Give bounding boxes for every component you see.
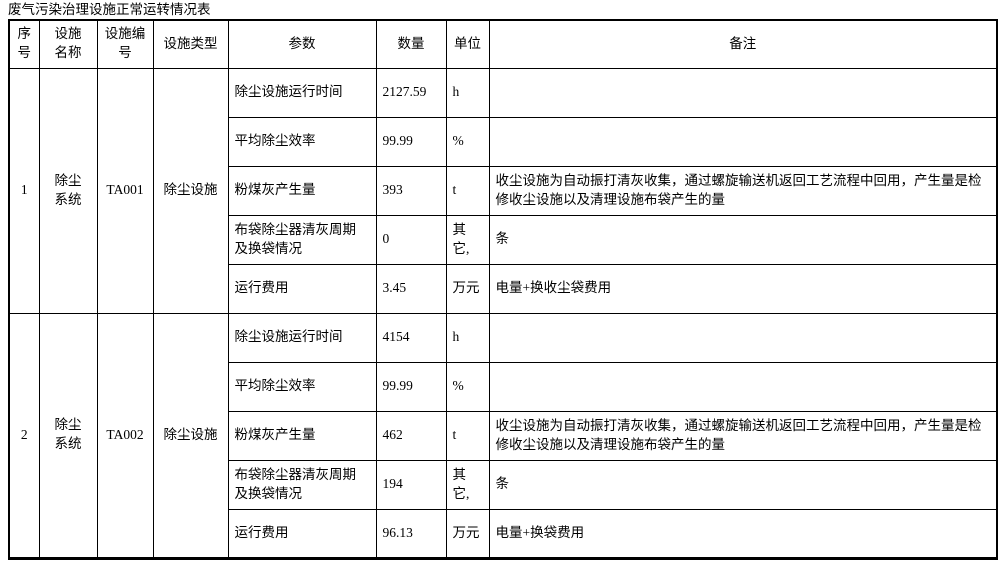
unit-cell: %: [445, 116, 490, 167]
param-cell: 布袋除尘器清灰周期 及换袋情况: [227, 214, 377, 265]
remarks-cell: [488, 67, 998, 118]
header-unit: 单位: [445, 19, 490, 69]
header-facility-type: 设施类型: [152, 19, 229, 69]
param-cell: 除尘设施运行时间: [227, 312, 377, 363]
remarks-cell: 收尘设施为自动振打清灰收集，通过螺旋输送机返回工艺流程中回用，产生量是检修收尘设…: [488, 165, 998, 216]
serial-no-cell: 1: [8, 67, 40, 314]
param-cell: 平均除尘效率: [227, 116, 377, 167]
quantity-cell: 99.99: [375, 361, 447, 412]
table-row: 布袋除尘器清灰周期 及换袋情况 0 其 它, 条: [9, 214, 998, 265]
param-cell: 运行费用: [227, 508, 377, 559]
param-cell: 粉煤灰产生量: [227, 165, 377, 216]
header-quantity: 数量: [375, 19, 447, 69]
quantity-cell: 4154: [375, 312, 447, 363]
param-cell: 平均除尘效率: [227, 361, 377, 412]
remarks-cell: 电量+换袋费用: [488, 508, 998, 559]
serial-no-cell: 2: [8, 312, 40, 559]
header-serial-no: 序 号: [8, 19, 40, 69]
header-row: 序 号 设施 名称 设施编 号 设施类型 参数 数量 单位 备注: [8, 19, 998, 69]
quantity-cell: 194: [375, 459, 447, 510]
remarks-cell: [488, 361, 998, 412]
quantity-cell: 3.45: [375, 263, 447, 314]
facility-type-cell: 除尘设施: [152, 67, 229, 314]
unit-cell: t: [445, 165, 490, 216]
header-remarks: 备注: [488, 19, 998, 69]
facility-code-cell: TA002: [96, 312, 154, 559]
table-row: 运行费用 96.13 万元 电量+换袋费用: [9, 508, 998, 559]
quantity-cell: 2127.59: [375, 67, 447, 118]
facility-name-cell: 除尘 系统: [38, 67, 98, 314]
unit-cell: 万元: [445, 508, 490, 559]
table-row: 1 除尘 系统 TA001 除尘设施 除尘设施运行时间 2127.59 h: [8, 67, 998, 314]
remarks-cell: [488, 116, 998, 167]
unit-cell: 其 它,: [445, 459, 490, 510]
facility-name-cell: 除尘 系统: [38, 312, 98, 559]
unit-cell: 其 它,: [445, 214, 490, 265]
remarks-cell: [488, 312, 998, 363]
table-row: 2 除尘 系统 TA002 除尘设施 除尘设施运行时间 4154 h: [8, 312, 998, 559]
operation-status-table: 序 号 设施 名称 设施编 号 设施类型 参数 数量 单位 备注 1 除尘 系统…: [8, 19, 998, 560]
unit-cell: t: [445, 410, 490, 461]
facility-type-cell: 除尘设施: [152, 312, 229, 559]
table-row: 运行费用 3.45 万元 电量+换收尘袋费用: [9, 263, 998, 314]
quantity-cell: 462: [375, 410, 447, 461]
param-cell: 粉煤灰产生量: [227, 410, 377, 461]
unit-cell: h: [445, 67, 490, 118]
quantity-cell: 96.13: [375, 508, 447, 559]
unit-cell: 万元: [445, 263, 490, 314]
table-row: 布袋除尘器清灰周期 及换袋情况 194 其 它, 条: [9, 459, 998, 510]
param-cell: 除尘设施运行时间: [227, 67, 377, 118]
remarks-cell: 电量+换收尘袋费用: [488, 263, 998, 314]
table-body: 1 除尘 系统 TA001 除尘设施 除尘设施运行时间 2127.59 h 平均…: [8, 67, 998, 559]
header-facility-code: 设施编 号: [96, 19, 154, 69]
quantity-cell: 99.99: [375, 116, 447, 167]
table-header: 序 号 设施 名称 设施编 号 设施类型 参数 数量 单位 备注: [8, 19, 998, 69]
facility-code-cell: TA001: [96, 67, 154, 314]
header-parameter: 参数: [227, 19, 377, 69]
quantity-cell: 393: [375, 165, 447, 216]
page-title: 废气污染治理设施正常运转情况表: [8, 2, 211, 17]
remarks-cell: 收尘设施为自动振打清灰收集，通过螺旋输送机返回工艺流程中回用，产生量是检修收尘设…: [488, 410, 998, 461]
table-row: 平均除尘效率 99.99 %: [9, 361, 998, 412]
table-row: 粉煤灰产生量 393 t 收尘设施为自动振打清灰收集，通过螺旋输送机返回工艺流程…: [9, 165, 998, 216]
remarks-cell: 条: [488, 459, 998, 510]
param-cell: 布袋除尘器清灰周期 及换袋情况: [227, 459, 377, 510]
unit-cell: %: [445, 361, 490, 412]
param-cell: 运行费用: [227, 263, 377, 314]
quantity-cell: 0: [375, 214, 447, 265]
remarks-cell: 条: [488, 214, 998, 265]
unit-cell: h: [445, 312, 490, 363]
header-facility-name: 设施 名称: [38, 19, 98, 69]
